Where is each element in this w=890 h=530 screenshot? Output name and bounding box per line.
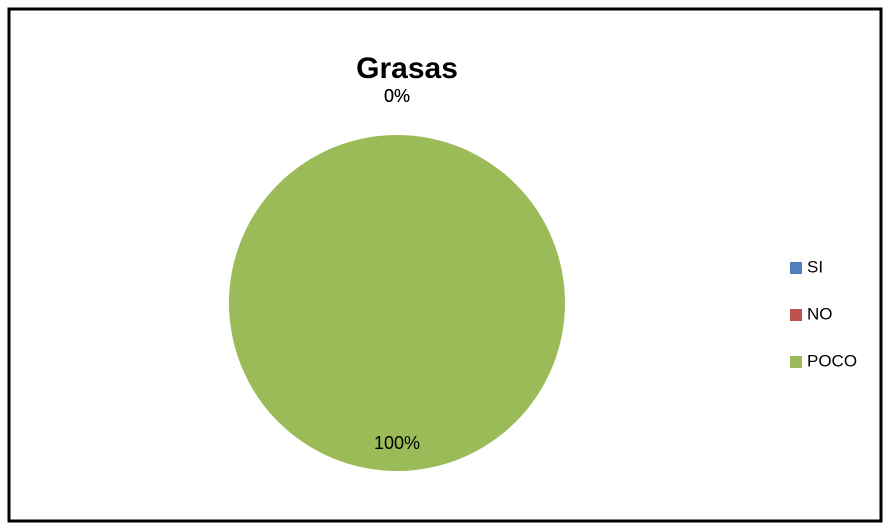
legend-swatch xyxy=(790,356,802,368)
chart-title: Grasas xyxy=(356,52,458,85)
legend-label: SI xyxy=(807,257,823,276)
data-label: 0% xyxy=(384,86,410,106)
legend-label: POCO xyxy=(807,351,857,370)
legend-swatch xyxy=(790,309,802,321)
legend-label: NO xyxy=(807,304,833,323)
data-label: 0% xyxy=(384,86,410,106)
data-label: 100% xyxy=(374,433,420,453)
legend-swatch xyxy=(790,262,802,274)
pie-slice xyxy=(229,135,565,471)
